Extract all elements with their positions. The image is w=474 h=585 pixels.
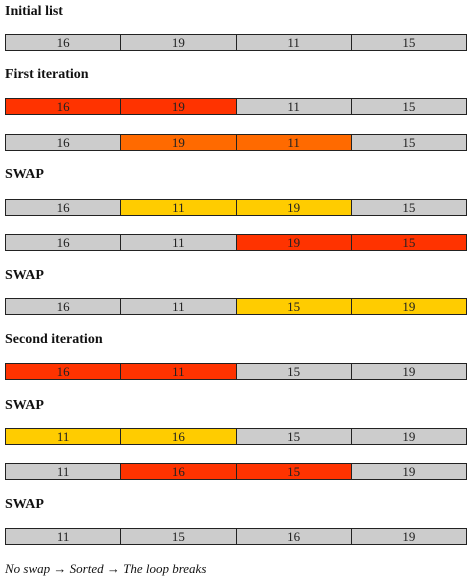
array-cell: 16 [6, 364, 122, 379]
array-cell: 11 [6, 429, 122, 444]
section-label-swap-2: SWAP [5, 268, 44, 283]
array-cell: 16 [6, 135, 122, 150]
array-cell: 16 [236, 529, 352, 544]
array-cell: 19 [236, 235, 352, 250]
array-cell: 15 [351, 35, 466, 50]
array-cell: 11 [236, 99, 352, 114]
array-cell: 19 [121, 35, 237, 50]
array-cell: 16 [6, 235, 122, 250]
array-row-swapped-1: 16 11 19 15 [5, 199, 467, 216]
section-label-first-iteration: First iteration [5, 67, 89, 82]
section-label-swap-1: SWAP [5, 167, 44, 182]
section-label-swap-4: SWAP [5, 497, 44, 512]
conclusion-text: No swap → Sorted → The loop breaks [5, 561, 207, 576]
array-cell: 19 [351, 429, 466, 444]
array-cell: 16 [6, 35, 122, 50]
array-row-swapped-3: 11 16 15 19 [5, 428, 467, 445]
array-cell: 15 [121, 529, 237, 544]
array-cell: 11 [236, 135, 352, 150]
section-label-swap-3: SWAP [5, 398, 44, 413]
array-cell: 19 [351, 464, 466, 479]
array-row-compare-1: 16 19 11 15 [5, 98, 467, 115]
array-cell: 19 [236, 200, 352, 215]
array-cell: 16 [6, 99, 122, 114]
array-cell: 11 [121, 235, 237, 250]
array-cell: 15 [236, 429, 352, 444]
array-row-sorted: 11 15 16 19 [5, 528, 467, 545]
section-label-second-iteration: Second iteration [5, 332, 103, 347]
array-cell: 11 [236, 35, 352, 50]
array-row-compare-4: 16 11 15 19 [5, 363, 467, 380]
array-cell: 15 [236, 464, 352, 479]
array-cell: 19 [351, 529, 466, 544]
array-cell: 15 [236, 364, 352, 379]
array-cell: 16 [6, 299, 122, 314]
array-cell: 19 [121, 99, 237, 114]
array-row-compare-5: 11 16 15 19 [5, 463, 467, 480]
array-cell: 16 [6, 200, 122, 215]
section-label-initial-list: Initial list [5, 4, 63, 19]
array-cell: 15 [351, 235, 466, 250]
array-cell: 11 [121, 200, 237, 215]
array-row-initial: 16 19 11 15 [5, 34, 467, 51]
array-cell: 11 [6, 464, 122, 479]
array-cell: 11 [121, 299, 237, 314]
array-row-compare-3: 16 11 19 15 [5, 234, 467, 251]
array-cell: 19 [351, 364, 466, 379]
array-cell: 15 [351, 135, 466, 150]
array-cell: 15 [351, 99, 466, 114]
array-cell: 16 [121, 429, 237, 444]
array-cell: 19 [351, 299, 466, 314]
array-cell: 19 [121, 135, 237, 150]
array-row-swapped-2: 16 11 15 19 [5, 298, 467, 315]
array-cell: 11 [121, 364, 237, 379]
array-row-compare-2: 16 19 11 15 [5, 134, 467, 151]
array-cell: 15 [351, 200, 466, 215]
array-cell: 16 [121, 464, 237, 479]
array-cell: 11 [6, 529, 122, 544]
array-cell: 15 [236, 299, 352, 314]
